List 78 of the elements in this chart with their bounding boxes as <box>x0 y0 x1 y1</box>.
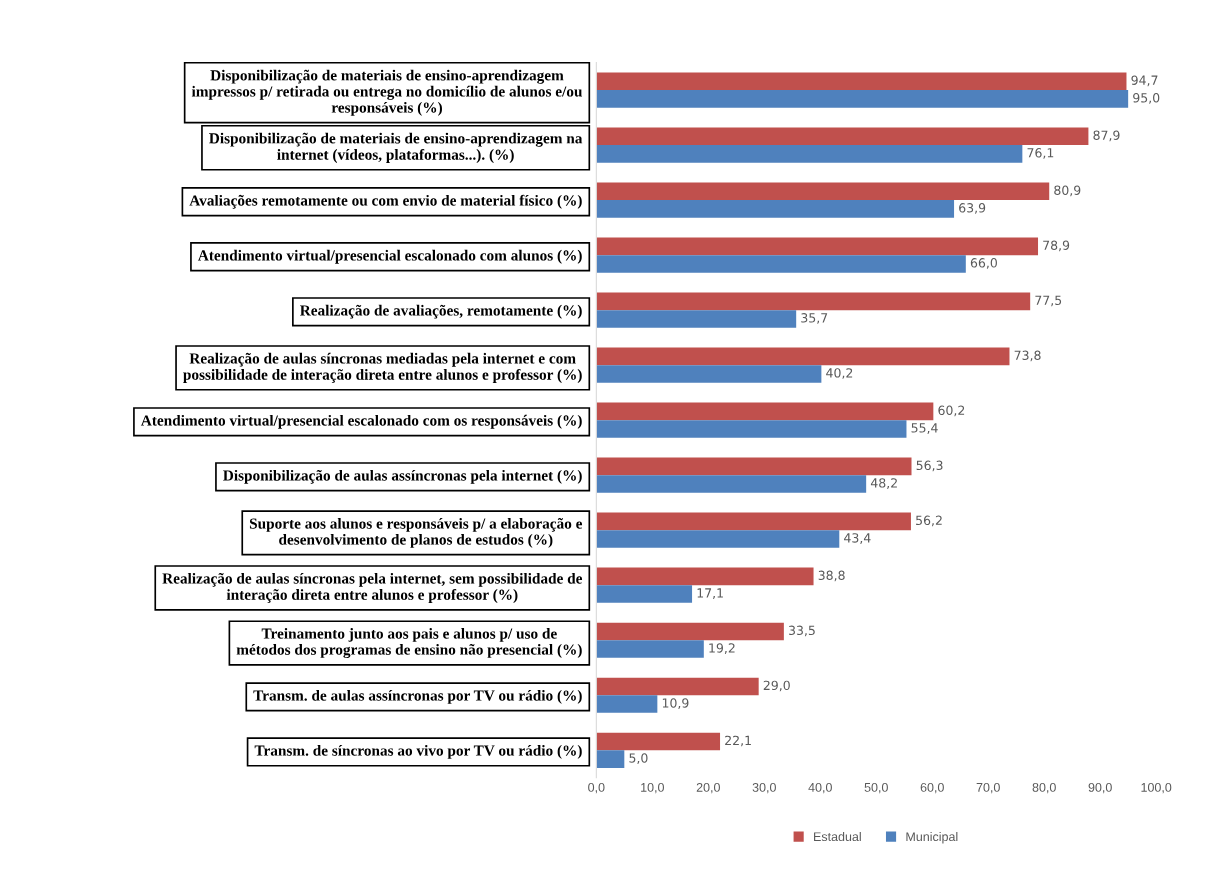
data-label: 22,1 <box>725 735 751 747</box>
x-tick-label: 10,0 <box>641 782 664 794</box>
data-label: 38,8 <box>818 570 845 582</box>
bar <box>596 750 625 768</box>
bar <box>596 622 784 641</box>
data-label: 48,2 <box>870 478 897 489</box>
x-tick-label: 0,0 <box>588 782 605 794</box>
data-label: 5,0 <box>629 753 648 764</box>
y-tick-label: Transm. de síncronas ao vivo por TV ou rádio (%) <box>254 744 582 759</box>
y-tick-label: Realização de aulas síncronas pela internet, sem possibilidade de interação direta entre alunos e professor (%) <box>162 572 583 603</box>
data-label: 78,9 <box>1043 240 1070 252</box>
x-tick-label: 30,0 <box>752 782 776 794</box>
data-label: 43,4 <box>844 533 871 544</box>
bar <box>596 182 1050 201</box>
data-label: 87,9 <box>1093 130 1120 142</box>
bar <box>596 512 911 531</box>
legend-label: Estadual <box>814 831 861 842</box>
data-label: 77,5 <box>1035 295 1062 307</box>
x-tick-label: 40,0 <box>808 782 832 794</box>
data-label: 56,2 <box>916 515 942 527</box>
y-tick-label: Transm. de aulas assíncronas por TV ou rádio (%) <box>253 689 582 704</box>
bar <box>596 640 704 658</box>
x-tick-label: 70,0 <box>976 782 1000 794</box>
data-label: 40,2 <box>826 368 853 379</box>
bar <box>596 475 867 493</box>
bar <box>596 90 1129 108</box>
y-tick-label: Disponibilização de materiais de ensino-aprendizagem na internet (vídeos, plataformas...). (%) <box>209 132 583 163</box>
bar <box>596 695 658 713</box>
bar <box>596 237 1039 256</box>
y-tick-label: Disponibilização de materiais de ensino-aprendizagem impressos p/ retirada ou entrega no domicílio de alunos e/ou responsáveis (%) <box>191 69 583 116</box>
data-label: 55,4 <box>911 423 938 434</box>
data-label: 94,7 <box>1131 75 1158 87</box>
bar <box>596 530 840 548</box>
data-label: 17,1 <box>697 588 723 599</box>
bar <box>596 732 721 751</box>
x-tick-label: 100,0 <box>1141 782 1172 794</box>
y-tick-label: Disponibilização de aulas assíncronas pela internet (%) <box>223 469 582 484</box>
y-tick-label: Treinamento junto aos pais e alunos p/ uso de métodos dos programas de ensino não presencial (%) <box>236 628 582 658</box>
y-tick-label: Realização de avaliações, remotamente (%) <box>300 304 582 319</box>
data-label: 76,1 <box>1027 148 1054 159</box>
data-label: 33,5 <box>788 625 815 637</box>
data-label: 80,9 <box>1054 185 1081 197</box>
x-tick-label: 80,0 <box>1032 782 1056 794</box>
legend-label: Municipal <box>906 831 958 844</box>
bar <box>596 145 1023 163</box>
data-label: 63,9 <box>959 203 986 214</box>
x-tick-label: 60,0 <box>920 782 944 794</box>
data-label: 29,0 <box>763 680 790 692</box>
bar <box>596 457 912 476</box>
bar <box>596 567 814 586</box>
bar <box>596 292 1031 311</box>
bar <box>596 585 693 603</box>
data-label: 10,9 <box>662 698 689 709</box>
y-tick-label: Realização de aulas síncronas mediadas pela internet e com possibilidade de interação direta entre alunos e professor (%) <box>183 352 582 383</box>
bar <box>596 677 759 696</box>
x-tick-label: 50,0 <box>864 782 888 794</box>
bar <box>596 347 1010 366</box>
data-label: 60,2 <box>938 405 965 417</box>
data-label: 73,8 <box>1014 350 1041 362</box>
data-label: 95,0 <box>1133 93 1160 104</box>
bar <box>596 255 966 273</box>
y-tick-label: Atendimento virtual/presencial escalonado com alunos (%) <box>197 249 582 264</box>
data-label: 35,7 <box>801 313 828 324</box>
bar <box>596 72 1127 91</box>
bar <box>596 310 797 328</box>
bar <box>596 420 907 438</box>
x-tick-label: 20,0 <box>696 782 720 794</box>
y-tick-label: Suporte aos alunos e responsáveis p/ a elaboração e desenvolvimento de planos de estudos (%) <box>249 517 583 548</box>
bar <box>596 402 934 421</box>
bar <box>596 200 955 218</box>
data-label: 66,0 <box>970 258 997 269</box>
bar <box>596 365 822 383</box>
y-tick-label: Atendimento virtual/presencial escalonado com os responsáveis (%) <box>140 414 582 429</box>
bar <box>596 127 1089 146</box>
data-label: 19,2 <box>709 643 735 654</box>
data-label: 56,3 <box>916 460 943 472</box>
x-tick-label: 90,0 <box>1088 782 1112 794</box>
y-tick-label: Avaliações remotamente ou com envio de material físico (%) <box>189 194 582 209</box>
